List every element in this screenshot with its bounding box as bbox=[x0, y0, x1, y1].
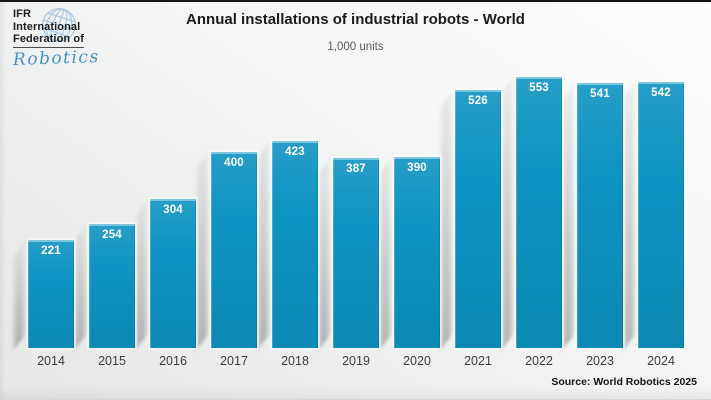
x-axis-label: 2017 bbox=[220, 354, 248, 368]
x-axis-label: 2021 bbox=[464, 354, 492, 368]
bar-value-label: 526 bbox=[468, 95, 488, 107]
chart-bar: 387 bbox=[333, 158, 379, 348]
x-axis-label: 2023 bbox=[586, 354, 614, 368]
chart-column: 553 2022 bbox=[502, 77, 562, 368]
chart-column: 254 2015 bbox=[75, 224, 135, 368]
chart-column: 541 2023 bbox=[563, 83, 623, 368]
chart-bar: 400 bbox=[211, 152, 257, 348]
chart-column: 423 2018 bbox=[258, 141, 318, 368]
x-axis-label: 2020 bbox=[403, 354, 431, 368]
chart-column: 221 2014 bbox=[14, 240, 74, 368]
bar-value-label: 254 bbox=[102, 229, 122, 241]
chart-bar: 423 bbox=[272, 141, 318, 348]
bar-value-label: 221 bbox=[41, 245, 61, 257]
bar-shadow bbox=[75, 227, 85, 349]
chart-bar: 542 bbox=[638, 82, 684, 348]
globe-icon bbox=[42, 8, 76, 42]
bar-shadow bbox=[441, 93, 451, 349]
plot-area: 221 2014 254 2015 304 2016 400 2017 423 2018 387 20… bbox=[14, 0, 704, 368]
chart-column: 304 2016 bbox=[136, 199, 196, 368]
x-axis-label: 2014 bbox=[37, 354, 65, 368]
x-axis-label: 2024 bbox=[647, 354, 675, 368]
logo-line-federation: Federation of bbox=[13, 33, 84, 48]
chart-bar: 526 bbox=[455, 90, 501, 348]
source-label: Source: World Robotics 2025 bbox=[551, 376, 697, 388]
chart-column: 387 2019 bbox=[319, 158, 379, 368]
bar-value-label: 390 bbox=[407, 162, 427, 174]
chart-column: 526 2021 bbox=[441, 90, 501, 368]
bar-value-label: 542 bbox=[651, 87, 671, 99]
bar-shadow bbox=[197, 155, 207, 349]
chart-bar: 390 bbox=[394, 157, 440, 348]
logo-line-ifr: IFR bbox=[13, 8, 32, 20]
bar-value-label: 541 bbox=[590, 88, 610, 100]
logo-script-robotics: Robotics bbox=[12, 46, 100, 70]
bar-shadow bbox=[380, 160, 390, 349]
logo-line-international: International bbox=[13, 20, 81, 33]
bar-shadow bbox=[563, 86, 573, 349]
bar-value-label: 553 bbox=[529, 82, 549, 94]
bar-value-label: 304 bbox=[163, 204, 183, 216]
chart-column: 390 2020 bbox=[380, 157, 440, 368]
bar-shadow bbox=[319, 161, 329, 349]
bar-shadow bbox=[502, 80, 512, 349]
chart-bar: 553 bbox=[516, 77, 562, 348]
bar-shadow bbox=[258, 144, 268, 349]
chart-column: 542 2024 bbox=[624, 82, 684, 368]
x-axis-label: 2018 bbox=[281, 354, 309, 368]
chart-title: Annual installations of industrial robot… bbox=[186, 11, 525, 28]
bar-value-label: 423 bbox=[285, 146, 305, 158]
top-border bbox=[0, 0, 711, 2]
chart-subtitle: 1,000 units bbox=[327, 41, 384, 53]
bar-shadow bbox=[624, 85, 634, 349]
bar-shadow bbox=[14, 243, 24, 349]
ifr-logo: IFR International Federation of Robotics bbox=[13, 8, 123, 70]
x-axis-label: 2016 bbox=[159, 354, 187, 368]
bar-value-label: 387 bbox=[346, 163, 366, 175]
x-axis-label: 2015 bbox=[98, 354, 126, 368]
bar-value-label: 400 bbox=[224, 157, 244, 169]
x-axis-label: 2022 bbox=[525, 354, 553, 368]
x-axis-label: 2019 bbox=[342, 354, 370, 368]
chart-bar: 221 bbox=[28, 240, 74, 348]
chart-bar: 541 bbox=[577, 83, 623, 348]
bar-shadow bbox=[136, 202, 146, 349]
chart-bar: 254 bbox=[89, 224, 135, 348]
chart-bar: 304 bbox=[150, 199, 196, 348]
chart-column: 400 2017 bbox=[197, 152, 257, 368]
